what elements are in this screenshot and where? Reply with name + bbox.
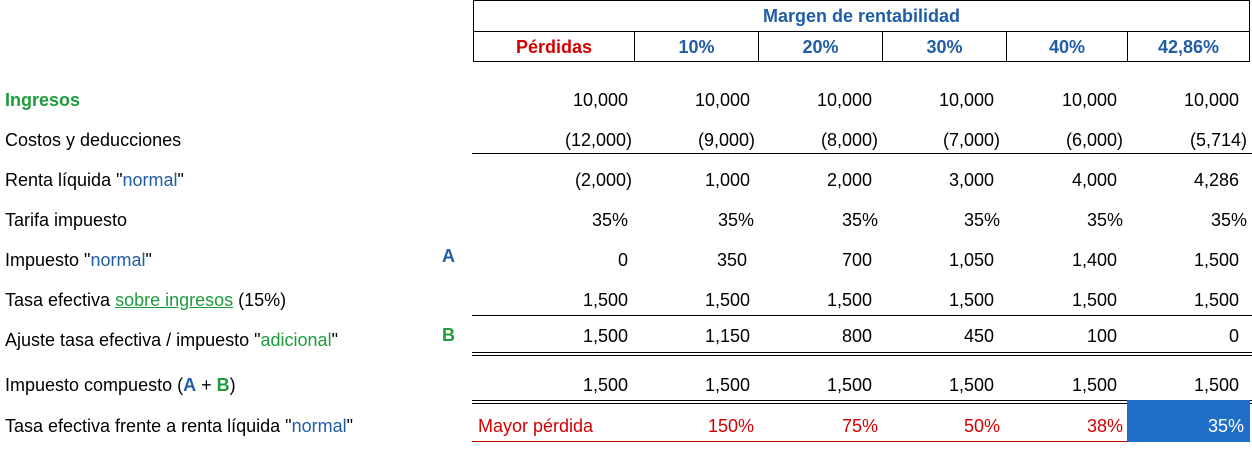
table-row: Renta líquida "normal" (2,000) 1,000 2,0…: [0, 162, 1252, 198]
cell: 1,000: [704, 170, 750, 190]
row-label-impuesto-compuesto: Impuesto compuesto (A + B): [5, 375, 236, 395]
column-header-30: 30%: [882, 31, 1007, 62]
cell: (5,714): [1189, 130, 1247, 150]
marker-b: B: [442, 325, 455, 345]
cell: 1,500: [948, 290, 994, 310]
cell: 1,500: [948, 375, 994, 395]
cell: 50%: [963, 416, 1000, 436]
row-label-ajuste: Ajuste tasa efectiva / impuesto "adicion…: [5, 330, 338, 350]
cell: 4,286: [1193, 170, 1239, 190]
column-header-20: 20%: [758, 31, 883, 62]
cell: 150%: [707, 416, 754, 436]
cell: 1,500: [1193, 290, 1239, 310]
cell: 1,050: [948, 250, 994, 270]
cell: 1,500: [1071, 375, 1117, 395]
table-row: Tarifa impuesto 35% 35% 35% 35% 35% 35%: [0, 202, 1252, 238]
cell: 75%: [841, 416, 878, 436]
cell: 1,400: [1071, 250, 1117, 270]
cell: 1,500: [704, 290, 750, 310]
cell: 1,500: [826, 375, 872, 395]
cell: 3,000: [948, 170, 994, 190]
column-header-4286: 42,86%: [1127, 31, 1250, 62]
cell: 1,150: [704, 326, 750, 346]
column-header-10: 10%: [634, 31, 759, 62]
row-label-costos: Costos y deducciones: [5, 130, 182, 150]
column-header-40: 40%: [1006, 31, 1128, 62]
cell: (7,000): [942, 130, 1000, 150]
cell: 2,000: [826, 170, 872, 190]
red-underline: [472, 441, 1127, 442]
cell: 35%: [1210, 210, 1247, 230]
double-divider: [472, 352, 1252, 356]
cell: 450: [963, 326, 994, 346]
row-label-tasa-efectiva: Tasa efectiva sobre ingresos (15%): [5, 290, 287, 310]
cell: 1,500: [704, 375, 750, 395]
cell: 1,500: [582, 326, 628, 346]
divider: [472, 315, 1252, 316]
highlighted-cell: 35%: [1127, 400, 1250, 442]
cell: 10,000: [938, 90, 994, 110]
table-row: Ajuste tasa efectiva / impuesto "adicion…: [0, 318, 1252, 354]
cell: 35%: [1086, 210, 1123, 230]
cell: (6,000): [1065, 130, 1123, 150]
row-label-renta-liquida: Renta líquida "normal": [5, 170, 184, 190]
cell: 35%: [717, 210, 754, 230]
cell: 1,500: [1193, 250, 1239, 270]
cell: (12,000): [564, 130, 632, 150]
cell: 1,500: [582, 375, 628, 395]
cell: 10,000: [1061, 90, 1117, 110]
cell: 0: [1228, 326, 1239, 346]
cell: 1,500: [1193, 375, 1239, 395]
table-row: Ingresos 10,000 10,000 10,000 10,000 10,…: [0, 82, 1252, 118]
cell: 10,000: [1183, 90, 1239, 110]
cell: 1,500: [1071, 290, 1117, 310]
cell: (9,000): [697, 130, 755, 150]
row-label-ingresos: Ingresos: [5, 90, 81, 110]
table-row: Impuesto compuesto (A + B) 1,500 1,500 1…: [0, 367, 1252, 403]
cell: (8,000): [820, 130, 878, 150]
cell: 4,000: [1071, 170, 1117, 190]
cell: 1,500: [826, 290, 872, 310]
cell: 35%: [591, 210, 628, 230]
column-header-losses: Pérdidas: [473, 31, 635, 62]
row-label-impuesto-normal: Impuesto "normal": [5, 250, 152, 270]
header-title: Margen de rentabilidad: [473, 0, 1250, 31]
cell: 38%: [1086, 416, 1123, 436]
cell: 10,000: [572, 90, 628, 110]
cell: 0: [617, 250, 628, 270]
divider: [472, 153, 1252, 154]
double-divider: [472, 400, 1252, 404]
cell-mayor-perdida: Mayor pérdida: [478, 416, 594, 436]
table-row: Tasa efectiva frente a renta líquida "no…: [0, 408, 1252, 444]
marker-a: A: [442, 246, 455, 266]
cell: 350: [716, 250, 747, 270]
cell: 700: [841, 250, 872, 270]
cell: 35%: [963, 210, 1000, 230]
cell: 10,000: [816, 90, 872, 110]
row-label-tarifa: Tarifa impuesto: [5, 210, 128, 230]
row-label-tasa-efectiva-renta: Tasa efectiva frente a renta líquida "no…: [5, 416, 353, 436]
table-row: Costos y deducciones (12,000) (9,000) (8…: [0, 122, 1252, 158]
cell: 800: [841, 326, 872, 346]
cell: 10,000: [694, 90, 750, 110]
table-row: Tasa efectiva sobre ingresos (15%) 1,500…: [0, 282, 1252, 318]
table-row: Impuesto "normal" A 0 350 700 1,050 1,40…: [0, 242, 1252, 278]
cell: 35%: [841, 210, 878, 230]
cell: 1,500: [582, 290, 628, 310]
cell: 100: [1086, 326, 1117, 346]
cell: (2,000): [574, 170, 632, 190]
